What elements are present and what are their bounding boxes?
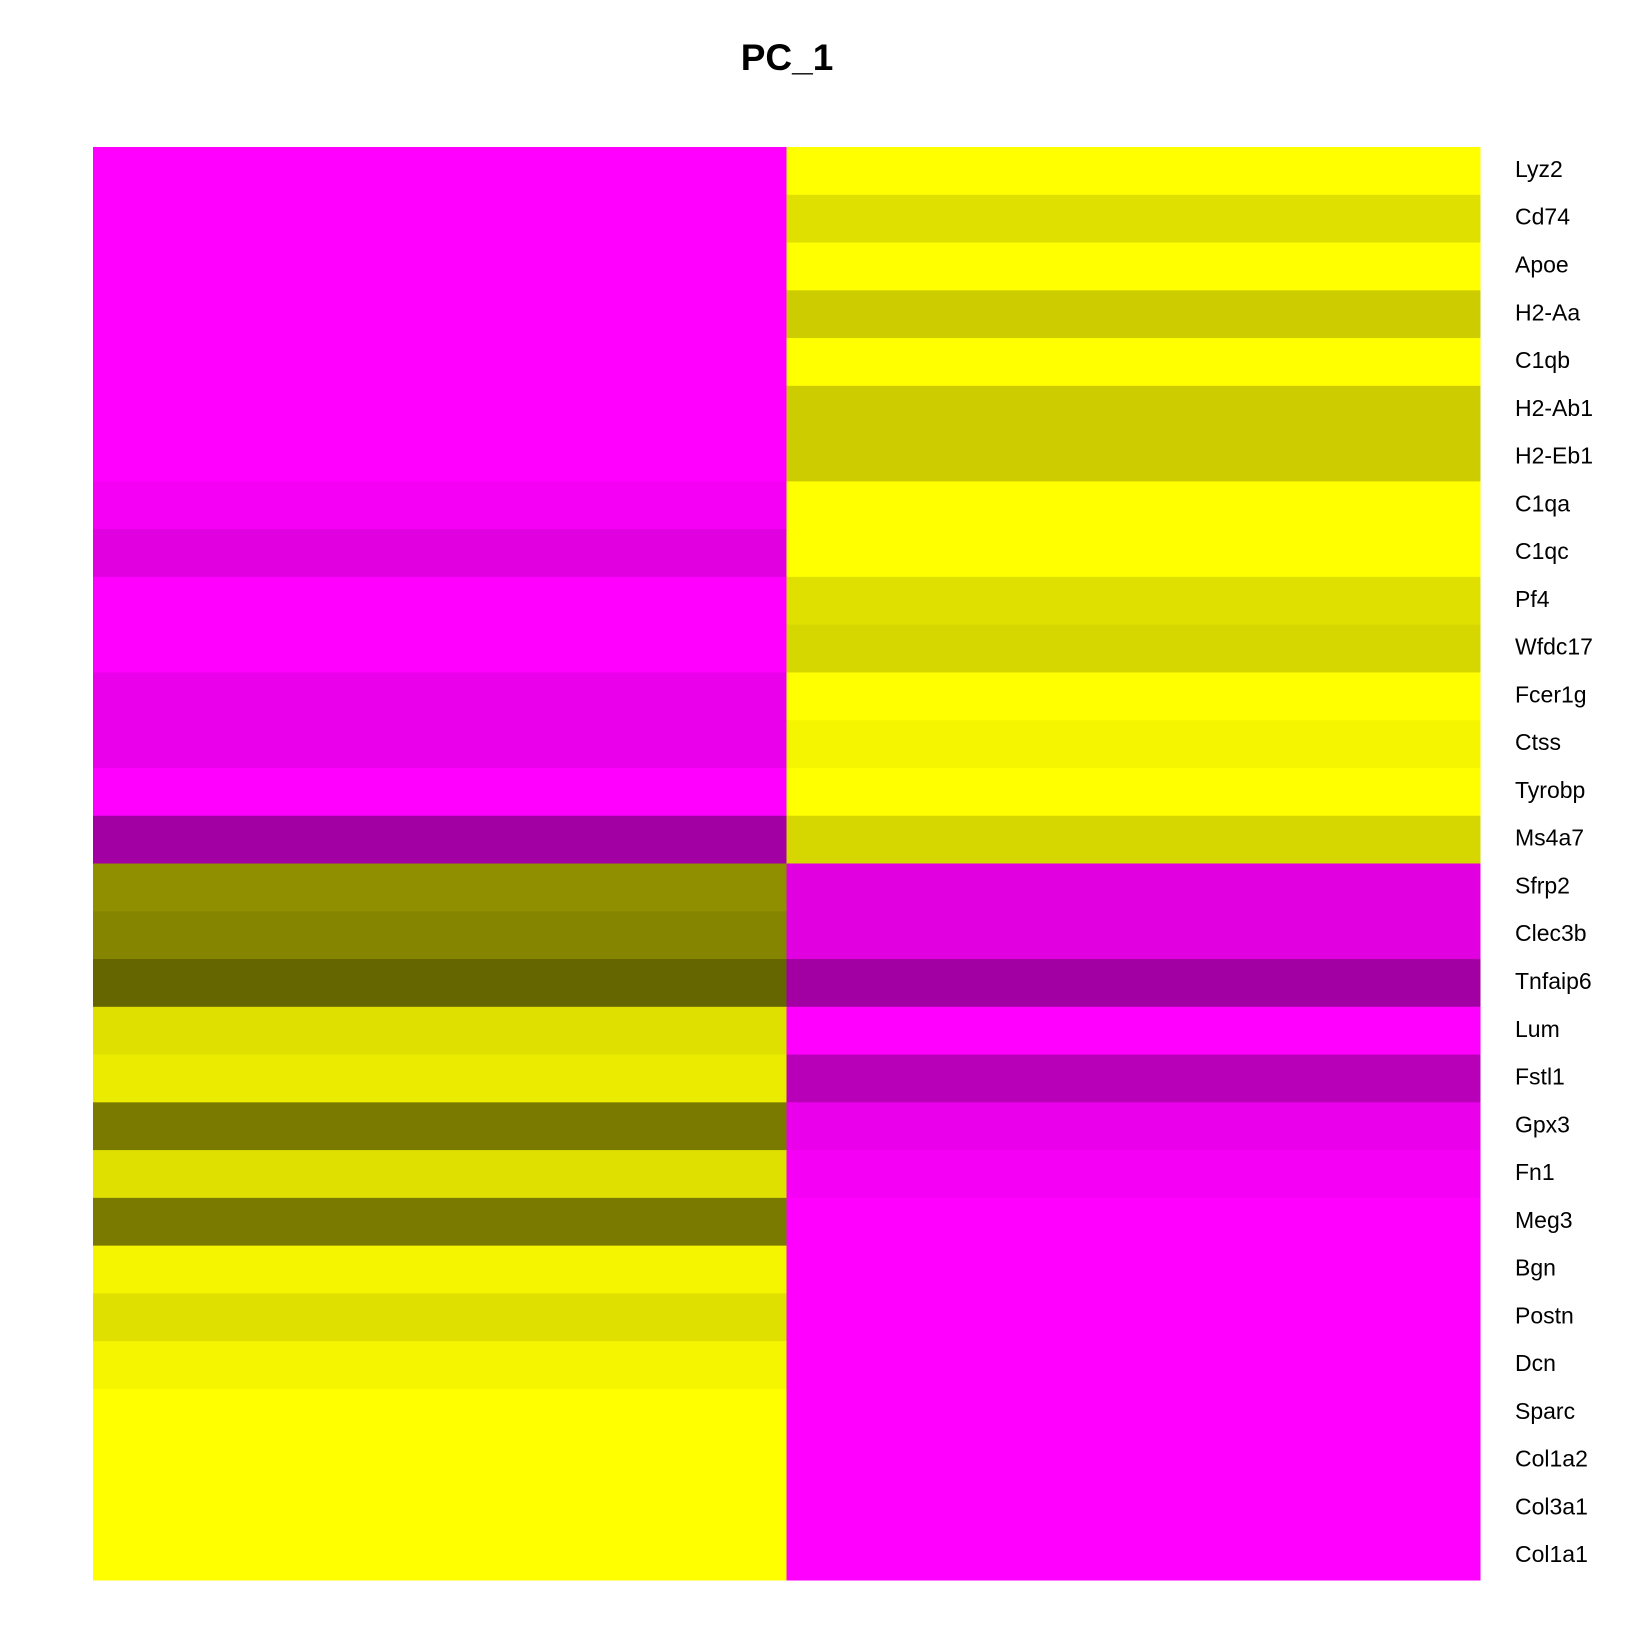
heatmap-cell <box>786 1532 1481 1581</box>
row-label: C1qb <box>1515 347 1570 373</box>
heatmap-cell <box>786 1436 1481 1485</box>
heatmap-cell <box>786 147 1481 196</box>
heatmap-cell <box>786 1484 1481 1533</box>
row-label: Lyz2 <box>1515 156 1563 182</box>
heatmap-cell <box>786 385 1481 435</box>
heatmap-cell <box>786 1150 1481 1199</box>
heatmap-cell <box>93 1054 787 1103</box>
heatmap-cell <box>93 576 787 626</box>
row-label: Col3a1 <box>1515 1493 1588 1519</box>
heatmap-cell <box>93 481 787 530</box>
heatmap-cell <box>93 624 787 673</box>
heatmap-cell <box>786 576 1481 626</box>
row-label: H2-Ab1 <box>1515 395 1593 421</box>
heatmap-cell <box>786 529 1481 578</box>
row-label: Clec3b <box>1515 920 1587 946</box>
heatmap-cell <box>93 338 787 387</box>
heatmap-cell <box>93 1197 787 1247</box>
row-label: Pf4 <box>1515 586 1550 612</box>
row-label: Lum <box>1515 1016 1560 1042</box>
heatmap-cell <box>93 1532 787 1581</box>
row-label: Wfdc17 <box>1515 634 1593 660</box>
heatmap-cell <box>93 147 787 196</box>
row-label: Sparc <box>1515 1398 1575 1424</box>
row-label: Ctss <box>1515 729 1561 755</box>
row-label: Meg3 <box>1515 1207 1573 1233</box>
heatmap-cell <box>786 959 1481 1008</box>
heatmap-cell <box>786 1293 1481 1342</box>
heatmap-cell <box>93 767 787 817</box>
row-label: Tyrobp <box>1515 777 1585 803</box>
heatmap-cell <box>786 815 1481 864</box>
heatmap-cell <box>786 1102 1481 1151</box>
row-label: Apoe <box>1515 251 1569 277</box>
row-label: Fstl1 <box>1515 1064 1565 1090</box>
heatmap-cell <box>93 433 787 482</box>
heatmap-cell <box>93 1293 787 1342</box>
heatmap-cell <box>93 385 787 435</box>
row-label: Gpx3 <box>1515 1111 1570 1137</box>
heatmap-cell <box>93 720 787 769</box>
heatmap-cell <box>93 290 787 339</box>
heatmap-cell <box>93 529 787 578</box>
row-label: Fn1 <box>1515 1159 1555 1185</box>
heatmap-cell <box>786 1388 1481 1438</box>
heatmap-cell <box>93 863 787 912</box>
chart-title: PC_1 <box>741 37 834 78</box>
heatmap-cell <box>93 672 787 721</box>
row-label: Postn <box>1515 1302 1574 1328</box>
heatmap-cell <box>786 481 1481 530</box>
row-label: H2-Eb1 <box>1515 443 1593 469</box>
heatmap-cell <box>786 338 1481 387</box>
row-label: Col1a1 <box>1515 1541 1588 1567</box>
heatmap-cell <box>786 1341 1481 1390</box>
row-label: C1qc <box>1515 538 1569 564</box>
heatmap-cell <box>786 433 1481 482</box>
heatmap-cell <box>93 1150 787 1199</box>
row-label: Ms4a7 <box>1515 825 1584 851</box>
heatmap-cell <box>786 863 1481 912</box>
row-label: Sfrp2 <box>1515 872 1570 898</box>
heatmap-cell <box>786 1245 1481 1294</box>
heatmap-cell <box>93 242 787 291</box>
heatmap-cell <box>93 1102 787 1151</box>
heatmap-cell <box>93 1245 787 1294</box>
row-label: Dcn <box>1515 1350 1556 1376</box>
row-label: H2-Aa <box>1515 299 1580 325</box>
row-label: Bgn <box>1515 1255 1556 1281</box>
heatmap-cell <box>93 1436 787 1485</box>
heatmap-cell <box>786 911 1481 960</box>
heatmap-cell <box>786 720 1481 769</box>
heatmap-cell <box>93 911 787 960</box>
heatmap-cell <box>93 194 787 244</box>
heatmap-cell <box>786 194 1481 244</box>
heatmap-cell <box>93 1388 787 1438</box>
heatmap-cell <box>786 1006 1481 1056</box>
heatmap-cell <box>93 1484 787 1533</box>
row-label: Tnfaip6 <box>1515 968 1592 994</box>
row-label: C1qa <box>1515 490 1570 516</box>
heatmap-cell <box>786 1197 1481 1247</box>
heatmap-cell <box>93 1341 787 1390</box>
heatmap-cell <box>93 959 787 1008</box>
heatmap-cell <box>93 815 787 864</box>
heatmap-cell <box>786 672 1481 721</box>
heatmap-cell <box>786 767 1481 817</box>
row-label: Col1a2 <box>1515 1446 1588 1472</box>
row-label: Fcer1g <box>1515 681 1587 707</box>
heatmap-cell <box>93 1006 787 1056</box>
heatmap-cell <box>786 624 1481 673</box>
heatmap-cell <box>786 290 1481 339</box>
row-label: Cd74 <box>1515 204 1570 230</box>
heatmap-cell <box>786 1054 1481 1103</box>
heatmap-cell <box>786 242 1481 291</box>
